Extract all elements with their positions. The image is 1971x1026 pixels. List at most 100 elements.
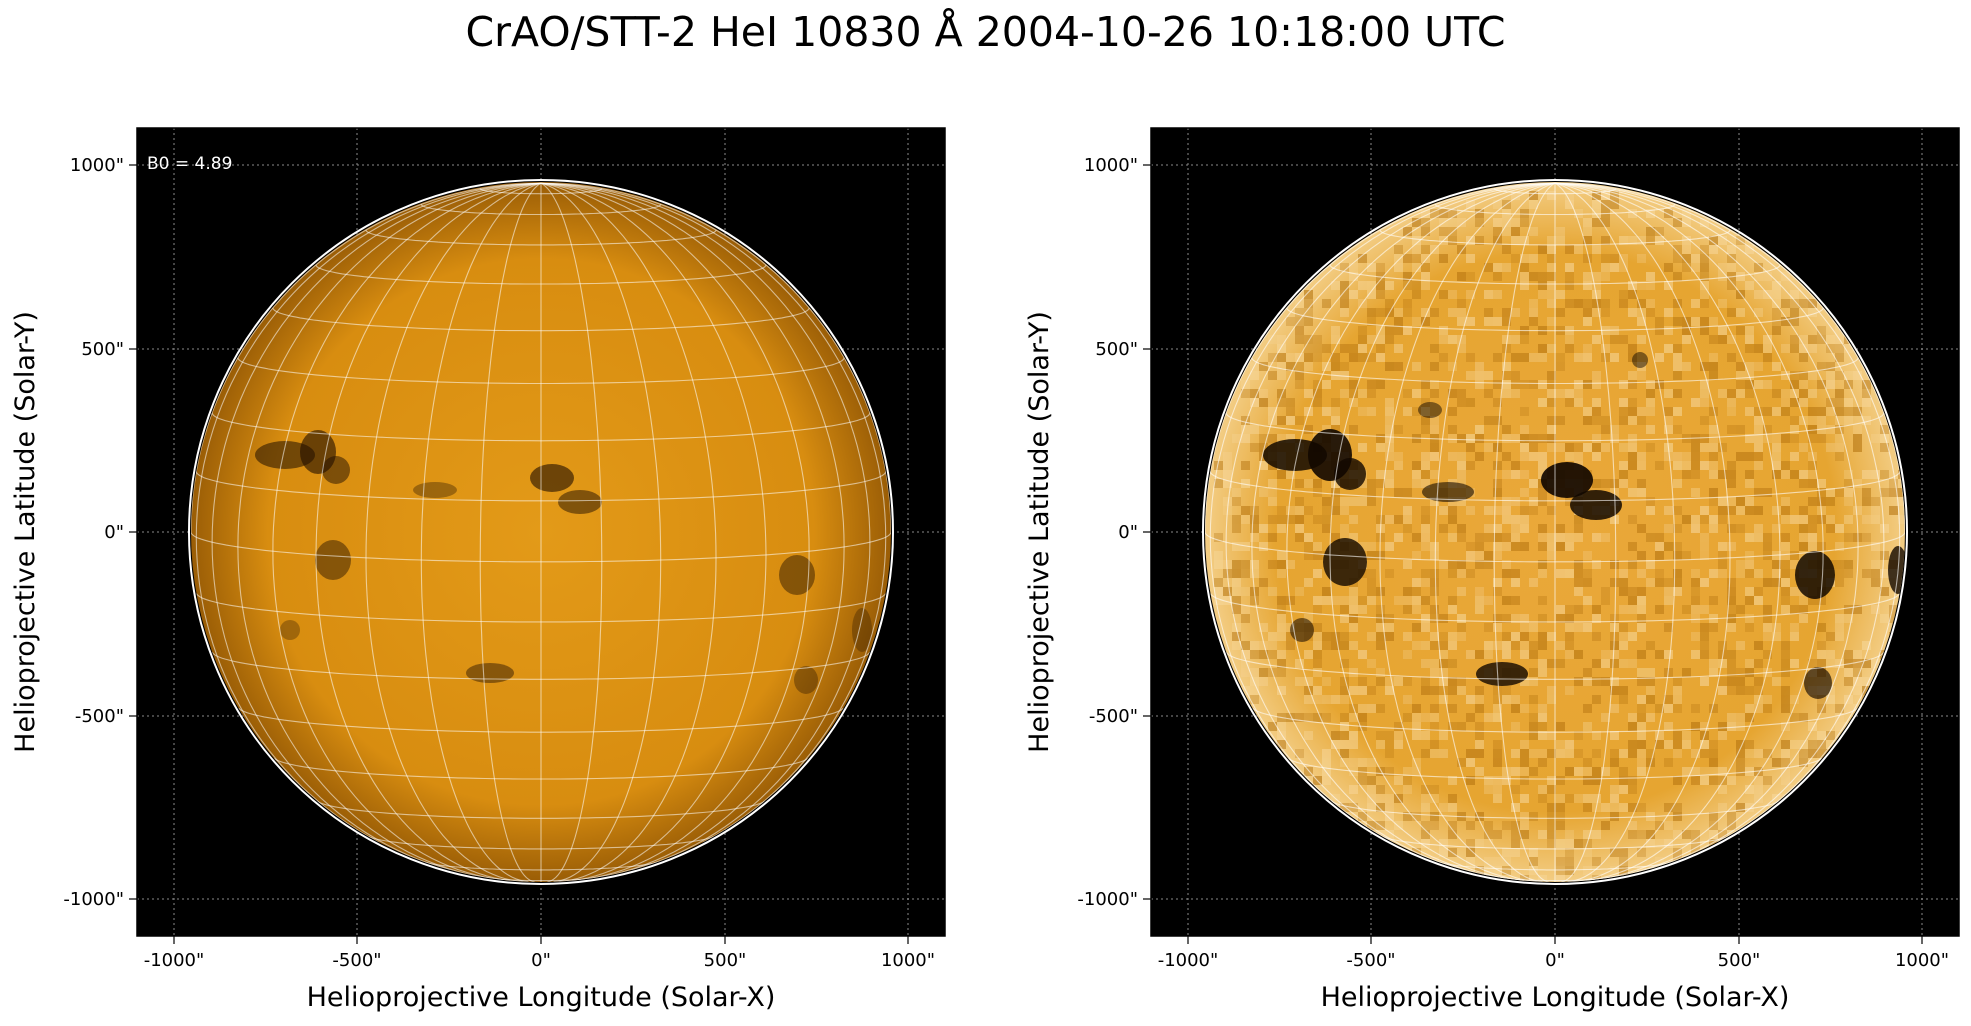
mottle-cell xyxy=(1637,677,1646,686)
mottle-cell xyxy=(1871,542,1880,551)
mottle-cell xyxy=(1673,695,1682,704)
mottle-cell xyxy=(1421,227,1430,236)
mottle-cell xyxy=(1502,596,1511,605)
mottle-cell xyxy=(1421,614,1430,623)
mottle-cell xyxy=(1835,713,1844,722)
mottle-cell xyxy=(1457,587,1466,596)
mottle-cell xyxy=(1727,776,1736,785)
mottle-cell xyxy=(1511,515,1520,524)
mottle-cell xyxy=(1259,650,1268,659)
mottle-cell xyxy=(1412,587,1421,596)
mottle-cell xyxy=(1322,344,1331,353)
mottle-cell xyxy=(1277,659,1286,668)
mottle-cell xyxy=(1295,515,1304,524)
mottle-cell xyxy=(1322,407,1331,416)
mottle-cell xyxy=(1790,416,1799,425)
grid-line xyxy=(540,182,871,871)
mottle-cell xyxy=(1700,380,1709,389)
mottle-cell xyxy=(1835,704,1844,713)
mottle-cell xyxy=(1466,461,1475,470)
mottle-cell xyxy=(1412,263,1421,272)
mottle-cell xyxy=(1475,722,1484,731)
mottle-cell xyxy=(1637,488,1646,497)
mottle-cell xyxy=(1556,569,1565,578)
mottle-cell xyxy=(1781,650,1790,659)
mottle-cell xyxy=(1592,272,1601,281)
left-yaxis-label: Helioprojective Latitude (Solar-Y) xyxy=(10,311,41,753)
mottle-cell xyxy=(1691,596,1700,605)
mottle-cell xyxy=(1538,614,1547,623)
mottle-cell xyxy=(1619,470,1628,479)
mottle-cell xyxy=(1655,353,1664,362)
mottle-cell xyxy=(1448,569,1457,578)
mottle-cell xyxy=(1619,659,1628,668)
mottle-cell xyxy=(1466,443,1475,452)
mottle-cell xyxy=(1700,767,1709,776)
mottle-cell xyxy=(1295,506,1304,515)
mottle-cell xyxy=(1754,290,1763,299)
mottle-cell xyxy=(1673,542,1682,551)
mottle-cell xyxy=(1484,308,1493,317)
mottle-cell xyxy=(1412,245,1421,254)
mottle-cell xyxy=(1718,272,1727,281)
mottle-cell xyxy=(1385,398,1394,407)
mottle-cell xyxy=(1628,209,1637,218)
mottle-cell xyxy=(1790,659,1799,668)
mottle-cell xyxy=(1241,569,1250,578)
mottle-cell xyxy=(1538,713,1547,722)
mottle-cell xyxy=(1520,452,1529,461)
mottle-cell xyxy=(1826,335,1835,344)
mottle-cell xyxy=(1592,380,1601,389)
mottle-cell xyxy=(1520,353,1529,362)
mottle-cell xyxy=(1592,605,1601,614)
mottle-cell xyxy=(1475,605,1484,614)
mottle-cell xyxy=(1826,515,1835,524)
mottle-cell xyxy=(1331,596,1340,605)
mottle-cell xyxy=(1655,551,1664,560)
mottle-cell xyxy=(1502,452,1511,461)
grid-line xyxy=(365,182,542,882)
mottle-cell xyxy=(1475,731,1484,740)
mottle-cell xyxy=(1286,560,1295,569)
mottle-cell xyxy=(1808,497,1817,506)
mottle-cell xyxy=(1502,560,1511,569)
mottle-cell xyxy=(1637,371,1646,380)
mottle-cell xyxy=(1682,452,1691,461)
mottle-cell xyxy=(1628,830,1637,839)
mottle-cell xyxy=(1277,524,1286,533)
mottle-cell xyxy=(1610,353,1619,362)
mottle-cell xyxy=(1592,200,1601,209)
mottle-cell xyxy=(1412,731,1421,740)
mottle-cell xyxy=(1448,830,1457,839)
mottle-cell xyxy=(1466,236,1475,245)
mottle-cell xyxy=(1520,488,1529,497)
mottle-cell xyxy=(1295,533,1304,542)
mottle-cell xyxy=(1574,677,1583,686)
mottle-cell xyxy=(1628,821,1637,830)
mottle-cell xyxy=(1538,452,1547,461)
mottle-cell xyxy=(1367,821,1376,830)
mottle-cell xyxy=(1493,533,1502,542)
mottle-cell xyxy=(1655,605,1664,614)
mottle-cell xyxy=(1664,407,1673,416)
mottle-cell xyxy=(1385,299,1394,308)
mottle-cell xyxy=(1538,281,1547,290)
mottle-cell xyxy=(1394,776,1403,785)
mottle-cell xyxy=(1241,461,1250,470)
mottle-cell xyxy=(1700,398,1709,407)
mottle-cell xyxy=(1511,578,1520,587)
mottle-cell xyxy=(1565,767,1574,776)
mottle-cell xyxy=(1322,515,1331,524)
mottle-cell xyxy=(1772,632,1781,641)
mottle-cell xyxy=(1592,614,1601,623)
mottle-cell xyxy=(1736,713,1745,722)
mottle-cell xyxy=(1295,713,1304,722)
mottle-cell xyxy=(1790,308,1799,317)
mottle-cell xyxy=(1331,740,1340,749)
mottle-cell xyxy=(1493,353,1502,362)
mottle-cell xyxy=(1574,353,1583,362)
grid-line xyxy=(1286,182,1556,881)
mottle-cell xyxy=(1547,821,1556,830)
mottle-cell xyxy=(1637,623,1646,632)
mottle-cell xyxy=(1385,452,1394,461)
